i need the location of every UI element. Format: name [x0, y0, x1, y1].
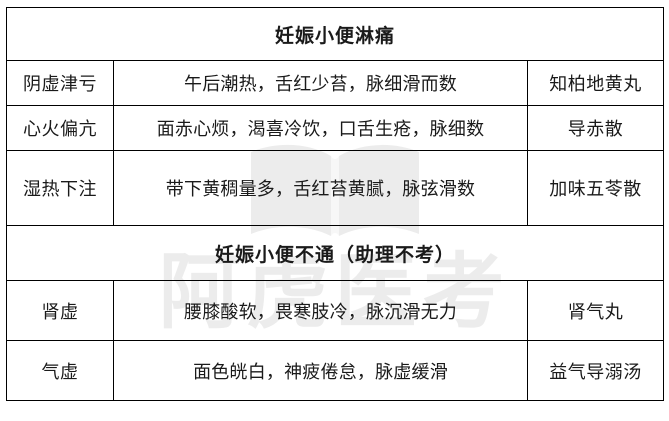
signs-cell: 腰膝酸软，畏寒肢冷，脉沉滑无力 [113, 280, 528, 341]
signs-cell: 面赤心烦，渴喜冷饮，口舌生疮，脉细数 [113, 105, 528, 151]
formula-cell: 加味五苓散 [527, 150, 664, 226]
pattern-cell: 肾虚 [6, 280, 114, 341]
pattern-cell: 心火偏亢 [6, 105, 114, 151]
table-row: 湿热下注 带下黄稠量多，舌红苔黄腻，脉弦滑数 加味五苓散 [6, 150, 664, 226]
pattern-cell: 气虚 [6, 340, 114, 401]
pattern-cell: 阴虚津亏 [6, 60, 114, 106]
syndrome-formula-table: 妊娠小便淋痛 阴虚津亏 午后潮热，舌红少苔，脉细滑而数 知柏地黄丸 心火偏亢 面… [6, 7, 664, 401]
formula-cell: 导赤散 [527, 105, 664, 151]
formula-cell: 肾气丸 [527, 280, 664, 341]
syndrome-formula-table-container: 妊娠小便淋痛 阴虚津亏 午后潮热，舌红少苔，脉细滑而数 知柏地黄丸 心火偏亢 面… [6, 7, 664, 401]
table-row: 肾虚 腰膝酸软，畏寒肢冷，脉沉滑无力 肾气丸 [6, 280, 664, 341]
section-title-1: 妊娠小便淋痛 [6, 7, 664, 61]
formula-cell: 益气导溺汤 [527, 340, 664, 401]
section-header-row: 妊娠小便不通（助理不考） [6, 225, 664, 281]
table-row: 气虚 面色㿠白，神疲倦怠，脉虚缓滑 益气导溺汤 [6, 340, 664, 401]
table-row: 心火偏亢 面赤心烦，渴喜冷饮，口舌生疮，脉细数 导赤散 [6, 105, 664, 151]
section-header-row: 妊娠小便淋痛 [6, 7, 664, 61]
formula-cell: 知柏地黄丸 [527, 60, 664, 106]
signs-cell: 带下黄稠量多，舌红苔黄腻，脉弦滑数 [113, 150, 528, 226]
pattern-cell: 湿热下注 [6, 150, 114, 226]
section-title-2: 妊娠小便不通（助理不考） [6, 225, 664, 281]
signs-cell: 面色㿠白，神疲倦怠，脉虚缓滑 [113, 340, 528, 401]
table-row: 阴虚津亏 午后潮热，舌红少苔，脉细滑而数 知柏地黄丸 [6, 60, 664, 106]
signs-cell: 午后潮热，舌红少苔，脉细滑而数 [113, 60, 528, 106]
